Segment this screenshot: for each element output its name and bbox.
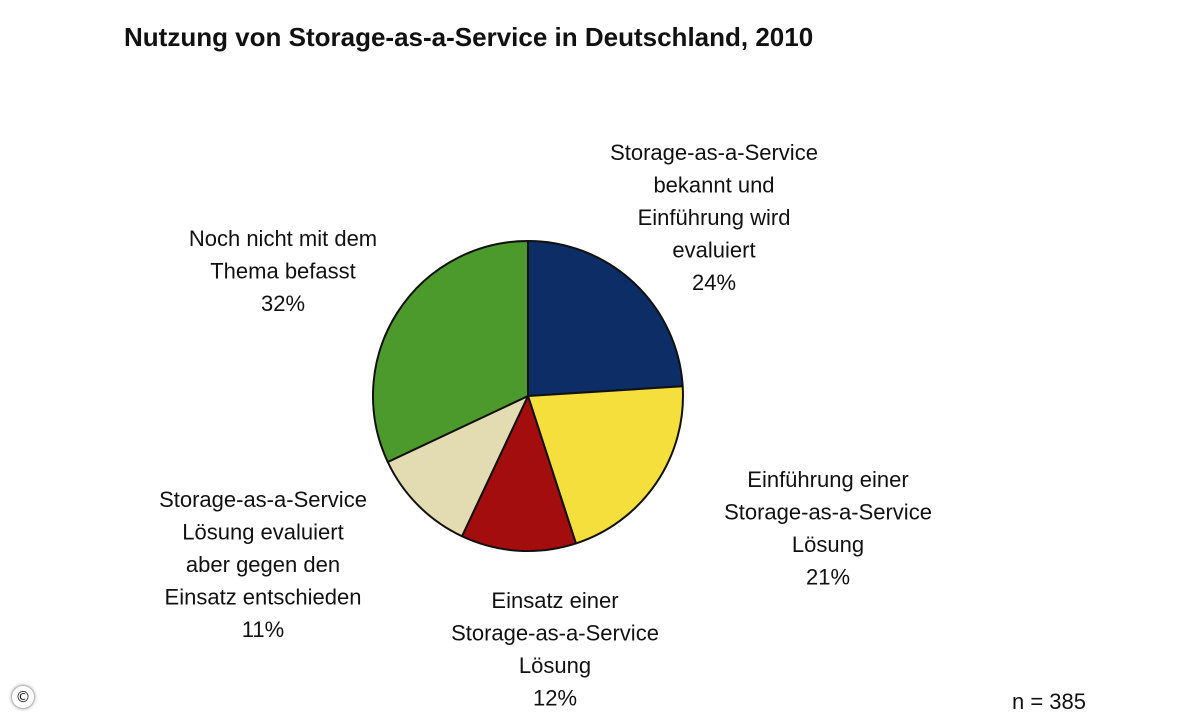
slice-label-line: Einführung einer	[747, 467, 908, 492]
slice-label-line: bekannt und	[653, 173, 774, 198]
pie-slices	[372, 240, 684, 552]
slice-label-line: Storage-as-a-Service	[724, 500, 932, 525]
slice-label-4: Storage-as-a-Service Lösung evaluiert aber…	[159, 487, 367, 642]
slice-label-line: Einsatz einer	[491, 588, 618, 613]
slice-label-line: Lösung	[792, 532, 864, 557]
slice-label-line: Lösung evaluiert	[182, 520, 343, 545]
slice-percent: 24%	[692, 270, 736, 295]
slice-percent: 11%	[242, 617, 284, 642]
slice-percent: 12%	[533, 686, 577, 711]
slice-label-line: Storage-as-a-Service	[159, 487, 367, 512]
slice-label-3: Einsatz einer Storage-as-a-Service Lösung 1…	[451, 588, 659, 711]
sample-size-note: n = 385	[1012, 689, 1086, 714]
slice-label-line: Noch nicht mit dem	[189, 226, 377, 251]
slice-percent: 32%	[261, 291, 305, 316]
slice-label-5: Noch nicht mit dem Thema befasst 32%	[189, 226, 377, 316]
pie-slice-3	[461, 395, 577, 552]
pie-slice-1	[527, 240, 684, 397]
slice-label-1: Storage-as-a-Service bekannt und Einführun…	[610, 140, 818, 295]
slice-label-2: Einführung einer Storage-as-a-Service Lösu…	[724, 467, 932, 590]
slice-label-line: Storage-as-a-Service	[610, 140, 818, 165]
slice-percent: 21%	[806, 565, 850, 590]
slice-labels: Storage-as-a-Service bekannt und Einführun…	[159, 140, 932, 711]
pie-slice-2	[527, 385, 684, 545]
slice-label-line: Lösung	[519, 653, 591, 678]
slice-label-line: Thema befasst	[210, 259, 356, 284]
chart-title: Nutzung von Storage-as-a-Service in Deut…	[124, 22, 813, 52]
slice-label-line: Einführung wird	[638, 205, 791, 230]
slice-label-line: aber gegen den	[186, 552, 340, 577]
pie-slice-4	[386, 395, 529, 538]
slice-label-line: Einsatz entschieden	[165, 585, 362, 610]
slice-label-line: Storage-as-a-Service	[451, 621, 659, 646]
slice-label-line: evaluiert	[672, 238, 755, 263]
copyright-icon: ©	[11, 685, 35, 709]
pie-slice-5	[372, 240, 529, 463]
